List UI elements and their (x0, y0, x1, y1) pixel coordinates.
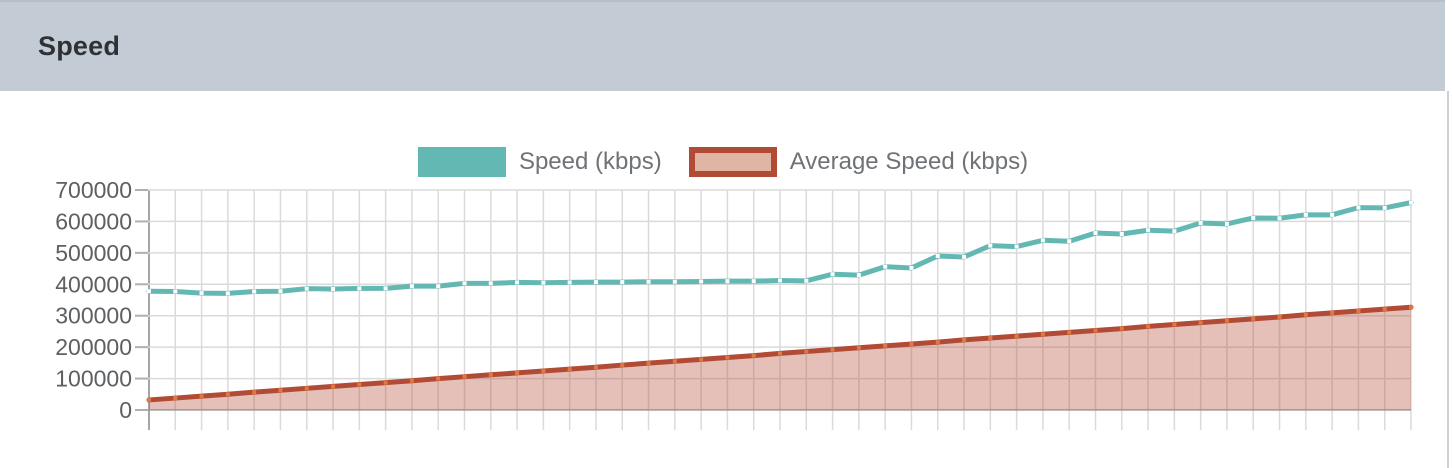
chart-legend: Speed (kbps) Average Speed (kbps) (0, 147, 1446, 177)
y-axis-tick-label: 200000 (55, 334, 132, 360)
average-speed-markers (147, 305, 1413, 402)
y-axis-tick-labels: 0 100000 200000 300000 400000 500000 600000 700… (55, 177, 132, 423)
panel-title: Speed (38, 31, 121, 61)
y-axis-tick-label: 500000 (55, 240, 132, 266)
y-axis-tick-label: 600000 (55, 208, 132, 234)
y-axis-tick-label: 700000 (55, 177, 132, 203)
vertical-gridlines (148, 190, 1412, 430)
speed-legend-swatch (417, 147, 506, 177)
y-axis-tick-label: 300000 (55, 303, 132, 329)
y-axis-tick-label: 100000 (55, 366, 132, 392)
speed-markers (147, 200, 1413, 296)
average-speed-legend-swatch (688, 147, 777, 177)
panel-header: Speed (0, 0, 1445, 91)
speed-legend-label: Speed (kbps) (518, 148, 662, 175)
legend-item-speed: Speed (kbps) (417, 147, 662, 177)
y-axis-tick-label: 400000 (55, 271, 132, 297)
average-speed-legend-label: Average Speed (kbps) (789, 148, 1029, 175)
y-axis-tick-label: 0 (119, 397, 132, 423)
legend-item-average-speed: Average Speed (kbps) (688, 147, 1029, 177)
panel-right-border (1447, 91, 1449, 468)
